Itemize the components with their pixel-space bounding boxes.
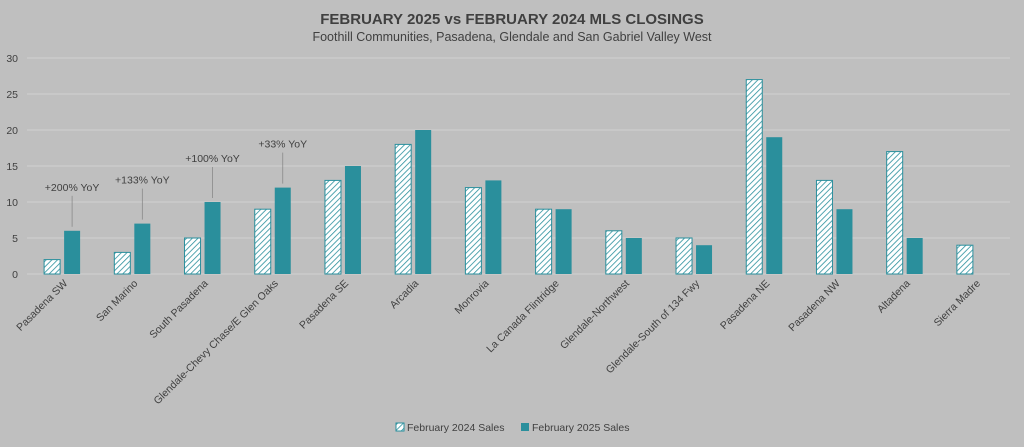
- gridlines: [27, 57, 1010, 275]
- x-tick-label: Pasadena NE: [718, 278, 772, 332]
- bar-2025: [625, 238, 642, 274]
- bar-2025: [64, 230, 81, 274]
- bar-2025: [766, 137, 783, 274]
- x-axis: Pasadena SW San Marino South PasadenaGlend…: [14, 277, 983, 407]
- x-tick-label: Pasadena NW: [786, 278, 842, 334]
- bar-2025: [415, 130, 432, 274]
- bar-2024: [675, 237, 693, 275]
- legend-swatch-2024: [395, 422, 405, 432]
- annotation-label: +200% YoY: [45, 182, 100, 194]
- x-tick-label: Arcadia: [388, 278, 422, 312]
- bar-2024: [464, 187, 482, 275]
- bar-2025: [274, 187, 291, 274]
- bar-2025: [134, 223, 151, 274]
- bar-2025: [485, 180, 502, 274]
- x-tick-label: Altadena: [875, 278, 913, 316]
- x-tick-label: San Marino: [94, 278, 141, 325]
- bar-2024: [324, 179, 342, 275]
- bars: [43, 79, 974, 275]
- bar-2024: [815, 179, 833, 275]
- x-tick-label: South Pasadena: [147, 278, 211, 342]
- bar-2024: [113, 251, 131, 275]
- bar-2024: [605, 230, 623, 275]
- bar-2025: [696, 245, 713, 274]
- legend-label-2025: February 2025 Sales: [532, 422, 629, 434]
- y-tick-label: 20: [6, 125, 18, 137]
- y-tick-label: 5: [12, 233, 18, 245]
- x-tick-label: Glendale-Northwest: [558, 278, 632, 352]
- y-tick-label: 0: [12, 269, 18, 281]
- bar-2025: [344, 166, 361, 274]
- x-tick-label: Sierra Madre: [932, 278, 984, 330]
- chart-title: FEBRUARY 2025 vs FEBRUARY 2024 MLS CLOSI…: [320, 11, 703, 28]
- bar-2025: [906, 238, 923, 274]
- bar-2024: [254, 208, 272, 275]
- y-tick-label: 10: [6, 197, 18, 209]
- x-tick-label: Glendale-Chevy Chase/E Glen Oaks: [151, 278, 280, 407]
- bar-2024: [394, 143, 412, 275]
- y-tick-label: 15: [6, 161, 18, 173]
- chart-subtitle: Foothill Communities, Pasadena, Glendale…: [312, 30, 712, 44]
- bar-2025: [204, 202, 221, 274]
- bar-2024: [886, 151, 904, 275]
- x-tick-label: La Canada Flintridge: [484, 278, 562, 356]
- annotations: +200% YoY +133% YoY +100% YoY +33% YoY: [45, 139, 307, 227]
- annotation-label: +100% YoY: [185, 153, 240, 165]
- bar-2024: [184, 237, 202, 275]
- bar-2024: [956, 244, 974, 275]
- bar-2024: [745, 79, 763, 275]
- bar-2025: [555, 209, 572, 274]
- legend-label-2024: February 2024 Sales: [407, 422, 504, 434]
- legend-swatch-2025: [521, 423, 529, 431]
- annotation-label: +133% YoY: [115, 175, 170, 187]
- x-tick-label: Pasadena SW: [14, 278, 70, 334]
- bar-2025: [836, 209, 853, 274]
- x-tick-label: Pasadena SE: [297, 278, 351, 332]
- bar-2024: [43, 259, 61, 275]
- y-tick-label: 25: [6, 89, 18, 101]
- legend: February 2024 Sales February 2025 Sales: [395, 422, 629, 434]
- y-axis: 0 5 10 15 20 25 30: [6, 53, 18, 281]
- bar-2024: [535, 208, 553, 275]
- annotation-label: +33% YoY: [258, 139, 307, 151]
- x-tick-label: Monrovia: [452, 278, 491, 317]
- y-tick-label: 30: [6, 53, 18, 65]
